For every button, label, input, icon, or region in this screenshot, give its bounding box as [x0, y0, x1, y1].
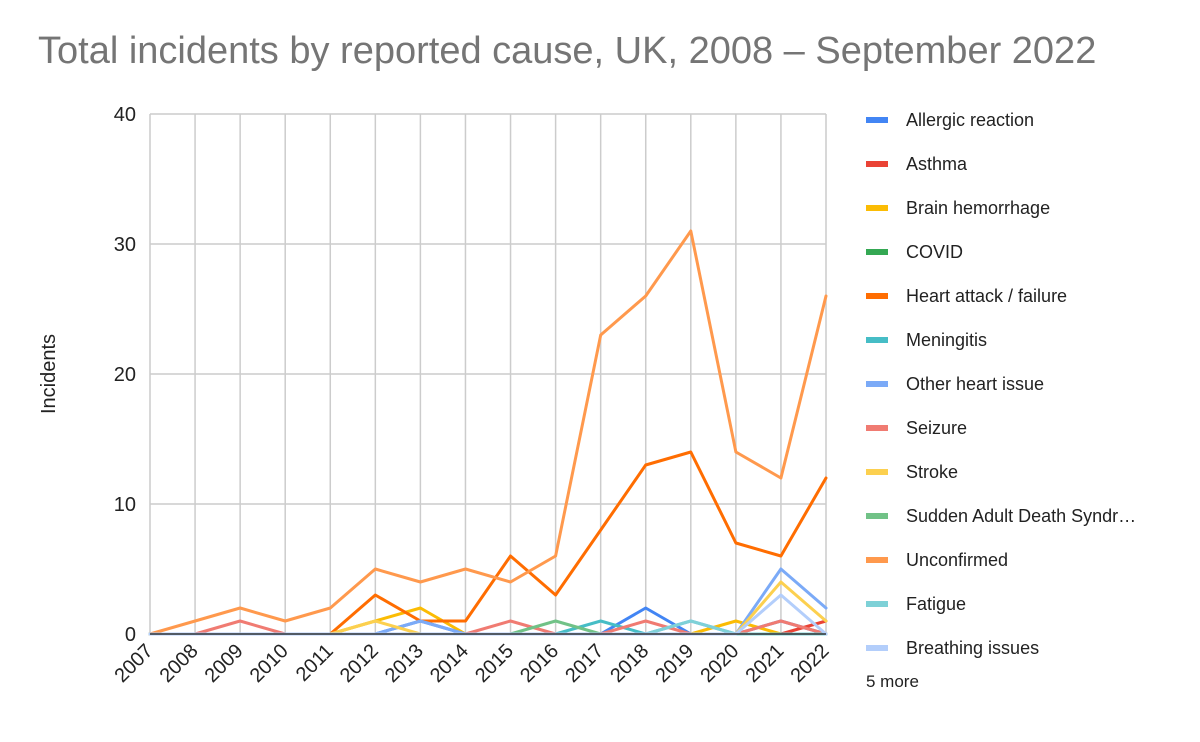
y-tick-label: 40 [114, 104, 136, 126]
x-tick-label: 2010 [246, 640, 293, 687]
legend-item[interactable]: COVID [866, 230, 1196, 274]
y-tick-label: 30 [114, 234, 136, 256]
legend-label: COVID [906, 241, 964, 262]
y-axis-label: Incidents [38, 334, 60, 414]
legend-label: Unconfirmed [906, 549, 1009, 570]
legend-label: Breathing issues [906, 637, 1040, 658]
legend-swatch [866, 469, 888, 475]
x-tick-label: 2020 [696, 640, 743, 687]
legend-item[interactable]: Fatigue [866, 582, 1196, 626]
y-tick-label: 0 [125, 624, 136, 646]
legend: Allergic reaction Asthma Brain hemorrhage C… [866, 98, 1196, 692]
legend-swatch [866, 205, 888, 211]
legend-item[interactable]: Asthma [866, 142, 1196, 186]
legend-label: Other heart issue [906, 373, 1045, 394]
x-tick-label: 2008 [156, 640, 203, 687]
chart-title: Total incidents by reported cause, UK, 2… [38, 30, 1097, 72]
legend-label: Asthma [906, 153, 968, 174]
legend-swatch [866, 337, 888, 343]
series-lines [148, 229, 828, 636]
legend-swatch [866, 161, 888, 167]
x-tick-label: 2012 [336, 640, 383, 687]
legend-label: Fatigue [906, 593, 967, 614]
legend-more-link[interactable]: 5 more [866, 672, 919, 691]
legend-swatch [866, 601, 888, 607]
x-tick-label: 2018 [606, 640, 653, 687]
legend-swatch [866, 293, 888, 299]
legend-label: Stroke [906, 461, 959, 482]
legend-item[interactable]: Seizure [866, 406, 1196, 450]
legend-swatch [866, 513, 888, 519]
legend-swatch [866, 381, 888, 387]
legend-item[interactable]: Sudden Adult Death Syndr… [866, 494, 1196, 538]
y-tick-label: 20 [114, 364, 136, 386]
legend-item[interactable]: Unconfirmed [866, 538, 1196, 582]
x-tick-label: 2016 [516, 640, 563, 687]
legend-item[interactable]: Breathing issues [866, 626, 1196, 670]
legend-label: Meningitis [906, 329, 988, 350]
y-tick-label: 10 [114, 494, 136, 516]
legend-item[interactable]: Other heart issue [866, 362, 1196, 406]
legend-swatch [866, 645, 888, 651]
x-tick-label: 2021 [741, 640, 788, 687]
series-line-heart-attack-failure [148, 450, 828, 636]
series-line-unconfirmed [148, 229, 828, 636]
legend-swatch [866, 557, 888, 563]
legend-label: Seizure [906, 417, 968, 438]
x-tick-label: 2015 [471, 640, 518, 687]
x-tick-label: 2009 [201, 640, 248, 687]
legend-item[interactable]: Allergic reaction [866, 98, 1196, 142]
x-tick-label: 2011 [292, 640, 338, 686]
legend-item[interactable]: Stroke [866, 450, 1196, 494]
legend-label: Heart attack / failure [906, 285, 1068, 306]
x-tick-label: 2019 [651, 640, 698, 687]
legend-swatch [866, 425, 888, 431]
x-tick-label: 2007 [111, 640, 158, 687]
legend-swatch [866, 249, 888, 255]
legend-label: Sudden Adult Death Syndr… [906, 505, 1137, 526]
legend-label: Brain hemorrhage [906, 197, 1051, 218]
legend-swatch [866, 117, 888, 123]
x-tick-label: 2013 [381, 640, 428, 687]
legend-label: Allergic reaction [906, 109, 1035, 130]
x-tick-label: 2017 [561, 640, 608, 687]
legend-item[interactable]: Meningitis [866, 318, 1196, 362]
grid [149, 113, 827, 635]
legend-item[interactable]: Heart attack / failure [866, 274, 1196, 318]
x-tick-label: 2014 [426, 640, 473, 687]
legend-item[interactable]: Brain hemorrhage [866, 186, 1196, 230]
x-tick-label: 2022 [787, 640, 834, 687]
